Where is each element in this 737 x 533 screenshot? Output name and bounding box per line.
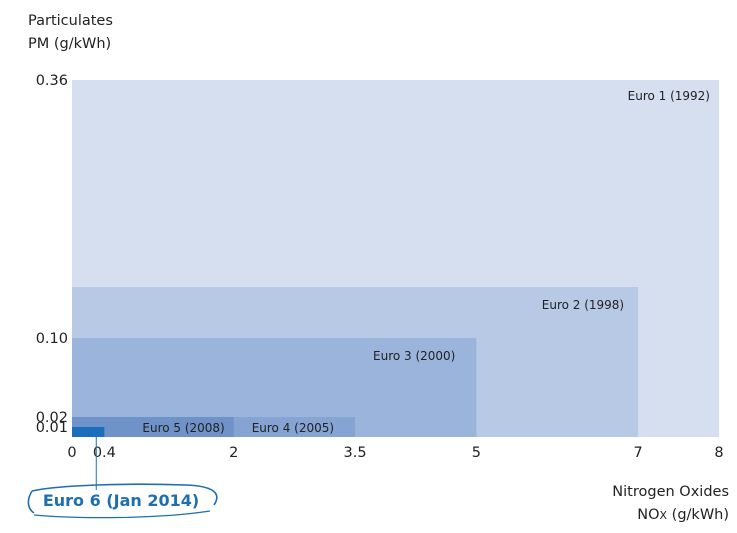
y-axis-title-line2: PM (g/kWh) xyxy=(28,36,112,52)
standard-areas xyxy=(72,80,719,437)
euro6-highlight-label: Euro 6 (Jan 2014) xyxy=(42,490,200,510)
x-tick-0-4: 0.4 xyxy=(93,445,116,461)
x-tick-2: 2 xyxy=(229,445,238,461)
label-euro-3-2000: Euro 3 (2000) xyxy=(373,349,455,363)
label-euro-2-1998: Euro 2 (1998) xyxy=(542,298,624,312)
label-euro-1-1992: Euro 1 (1992) xyxy=(628,89,710,103)
x-tick-5: 5 xyxy=(472,445,481,461)
area-euro-6-jan-2014 xyxy=(72,427,105,437)
area-euro-5-2008 xyxy=(72,417,234,437)
x-tick-8: 8 xyxy=(714,445,723,461)
y-tick-0-01: 0.01 xyxy=(36,420,68,436)
y-axis-tick-labels: 0.010.02 0.10 0.36 xyxy=(36,73,68,436)
x-axis-title-line1: Nitrogen Oxides xyxy=(612,484,729,500)
x-tick-3-5: 3.5 xyxy=(344,445,367,461)
y-tick-0-10: 0.10 xyxy=(36,331,68,347)
euro6-swoosh-outline xyxy=(27,483,218,519)
x-tick-7: 7 xyxy=(634,445,643,461)
label-euro-4-2005: Euro 4 (2005) xyxy=(252,421,334,435)
y-tick-0-36: 0.36 xyxy=(36,73,68,89)
x-axis-title-nox: NO xyxy=(637,507,660,523)
x-axis-title-line2: NOX (g/kWh) xyxy=(612,504,729,527)
x-axis-tick-labels: 0 0.4 2 3.5 5 7 8 xyxy=(67,445,723,461)
standard-labels: Euro 1 (1992) Euro 2 (1998) Euro 3 (2000) E… xyxy=(142,89,710,435)
x-axis-title: Nitrogen Oxides NOX (g/kWh) xyxy=(612,481,729,527)
euro6-highlight-callout: Euro 6 (Jan 2014) xyxy=(18,477,224,523)
x-axis-title-unit: (g/kWh) xyxy=(667,507,729,523)
label-euro-5-2008: Euro 5 (2008) xyxy=(142,421,224,435)
y-tick-0-02: 0.02 xyxy=(36,410,68,426)
y-axis-title-line1: Particulates xyxy=(28,13,113,29)
y-axis-title: Particulates PM (g/kWh) xyxy=(28,10,113,56)
x-axis-title-subscript: X xyxy=(659,509,668,522)
x-tick-0: 0 xyxy=(67,445,76,461)
